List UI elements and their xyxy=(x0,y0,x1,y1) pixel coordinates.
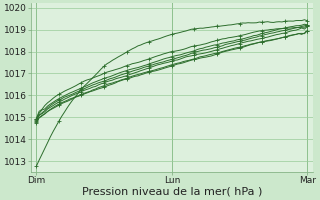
X-axis label: Pression niveau de la mer( hPa ): Pression niveau de la mer( hPa ) xyxy=(82,187,262,197)
